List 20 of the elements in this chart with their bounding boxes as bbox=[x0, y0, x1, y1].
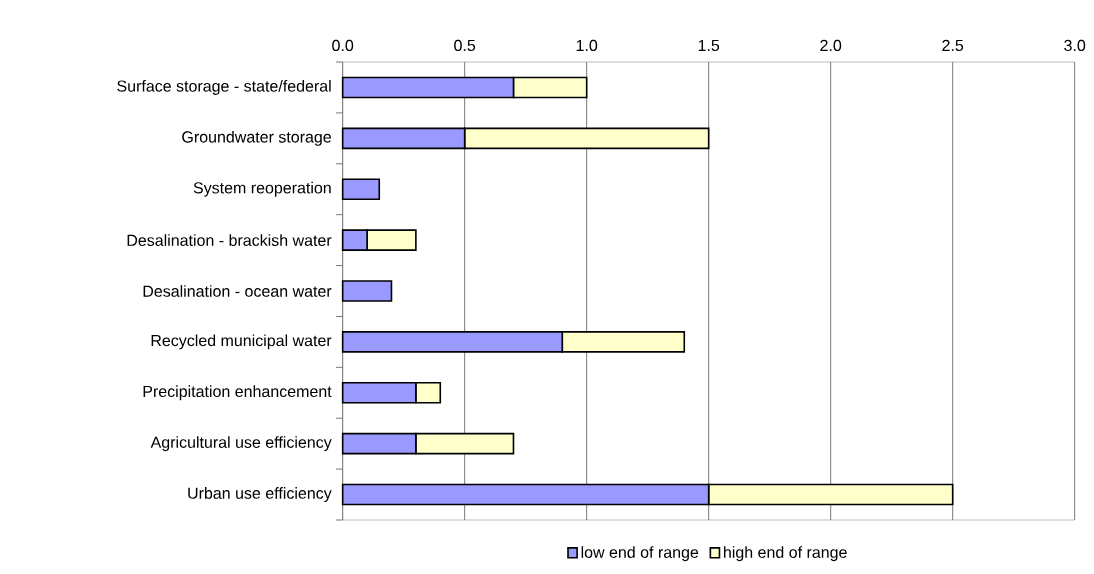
bar bbox=[341, 280, 393, 302]
y-tick-label: Groundwater storage bbox=[182, 130, 331, 146]
bar bbox=[341, 178, 381, 201]
y-tick-label: Recycled municipal water bbox=[151, 334, 332, 350]
y-tick-label: Surface storage - state/federal bbox=[117, 80, 331, 95]
x-tick-label: 2.5 bbox=[942, 39, 964, 52]
y-tick-label: Urban use efficiency bbox=[188, 487, 332, 503]
legend-label: high end of range bbox=[724, 546, 847, 562]
x-tick-label: 1.5 bbox=[698, 39, 720, 52]
x-tick-label: 0.5 bbox=[454, 39, 476, 52]
y-tick-label: System reoperation bbox=[193, 181, 331, 197]
x-tick-label: 3.0 bbox=[1064, 39, 1086, 52]
y-tick-label: Precipitation enhancement bbox=[143, 385, 332, 401]
legend-label: low end of range bbox=[581, 546, 699, 562]
x-tick-label: 2.0 bbox=[820, 39, 842, 52]
y-tick-label: Agricultural use efficiency bbox=[150, 436, 332, 452]
x-tick-label: 0.0 bbox=[332, 39, 354, 52]
x-tick-label: 1.0 bbox=[576, 39, 598, 52]
y-tick-label: Desalination - brackish water bbox=[127, 234, 332, 246]
y-tick-label: Desalination - ocean water bbox=[143, 285, 332, 297]
